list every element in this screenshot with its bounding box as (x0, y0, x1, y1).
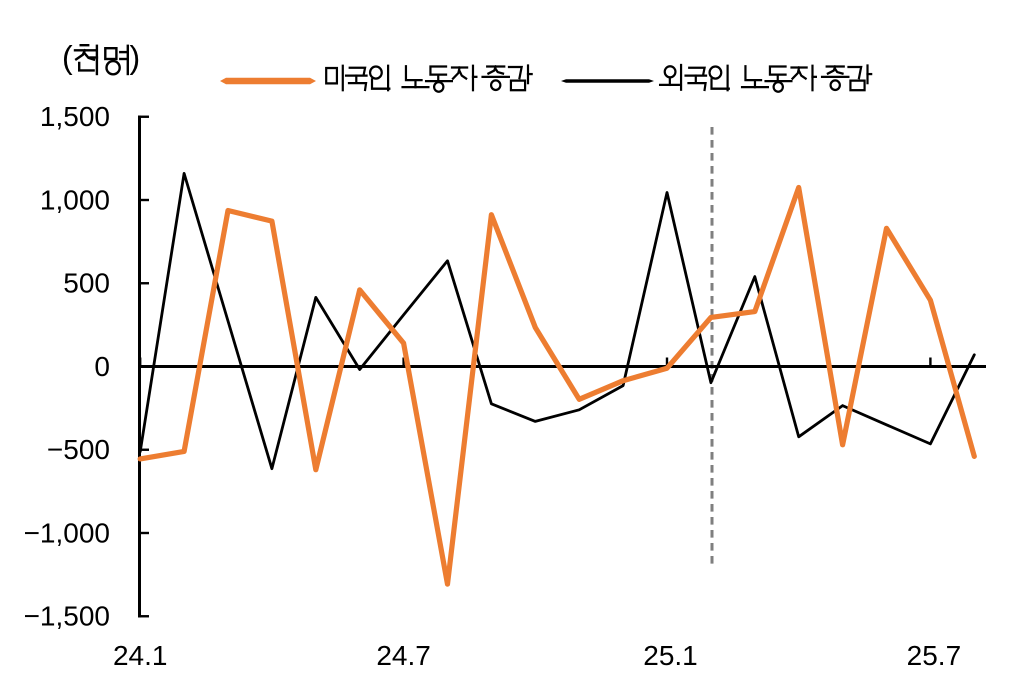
svg-text:−500: −500 (47, 434, 110, 465)
svg-text:24.7: 24.7 (376, 640, 431, 671)
svg-text:500: 500 (63, 268, 110, 299)
svg-text:−1,000: −1,000 (24, 517, 110, 548)
svg-text:−1,500: −1,500 (24, 601, 110, 632)
svg-text:(: ( (62, 40, 73, 76)
svg-text:1,500: 1,500 (40, 101, 110, 132)
svg-text:1,000: 1,000 (40, 184, 110, 215)
svg-text:24.1: 24.1 (113, 640, 168, 671)
svg-text:25.7: 25.7 (907, 640, 962, 671)
svg-text:0: 0 (94, 351, 110, 382)
svg-text:): ) (130, 40, 141, 76)
svg-text:25.1: 25.1 (643, 640, 698, 671)
